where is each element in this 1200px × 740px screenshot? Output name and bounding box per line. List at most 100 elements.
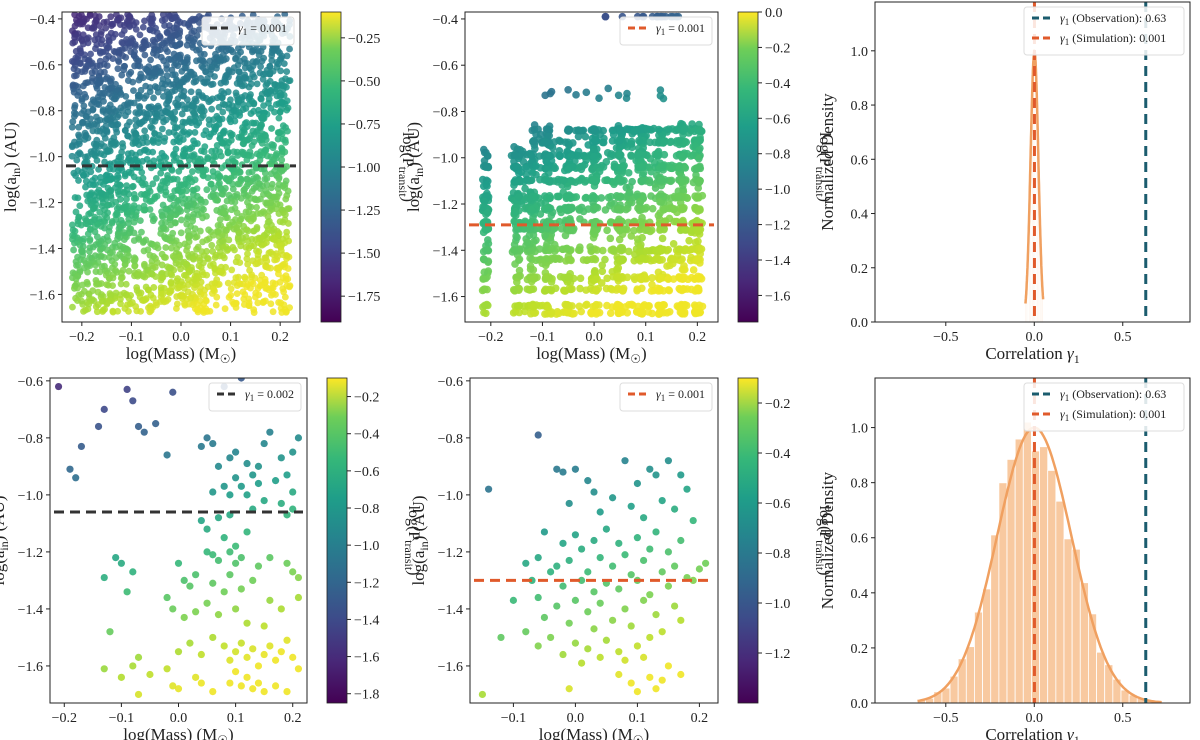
scatter-point xyxy=(193,46,200,54)
scatter-point xyxy=(534,642,542,650)
scatter-point xyxy=(193,192,201,200)
scatter-point xyxy=(624,169,633,177)
scatter-point xyxy=(226,679,234,687)
scatter-point xyxy=(681,164,690,172)
scatter-point xyxy=(590,625,598,633)
scatter-point xyxy=(169,605,177,613)
scatter-point xyxy=(179,129,186,137)
scatter-point xyxy=(606,309,615,317)
scatter-point xyxy=(615,648,623,656)
scatter-point xyxy=(158,149,166,157)
scatter-point xyxy=(120,289,128,297)
scatter-point xyxy=(266,62,274,70)
y-tick-label: 0.0 xyxy=(851,316,869,331)
scatter-point xyxy=(149,36,157,44)
x-tick-label: −0.1 xyxy=(501,711,526,726)
scatter-point xyxy=(590,152,598,161)
scatter-point xyxy=(85,300,93,308)
scatter-point xyxy=(174,186,182,194)
colorbar-tick-label: −0.4 xyxy=(765,77,790,92)
scatter-point xyxy=(688,245,697,253)
colorbar-tick-label: −1.0 xyxy=(765,183,790,198)
scatter-point xyxy=(196,227,204,235)
scatter-point xyxy=(584,477,592,485)
scatter-point xyxy=(68,57,76,65)
scatter-point xyxy=(658,676,666,684)
scatter-point xyxy=(275,189,283,197)
scatter-point xyxy=(215,120,223,128)
legend: γ1 = 0.001 xyxy=(619,16,713,46)
scatter-point xyxy=(590,227,598,235)
scatter-point xyxy=(200,252,208,259)
scatter-point xyxy=(94,80,102,88)
scatter-point xyxy=(214,514,223,522)
scatter-point xyxy=(596,653,604,661)
scatter-point xyxy=(217,152,225,160)
y-tick-label: 0.2 xyxy=(851,642,869,657)
scatter-point xyxy=(68,152,76,160)
scatter-point xyxy=(671,602,679,610)
scatter-point xyxy=(86,244,94,251)
scatter-point xyxy=(584,645,592,653)
scatter-point xyxy=(695,154,703,163)
scatter-point xyxy=(284,127,291,135)
scatter-point xyxy=(646,465,654,473)
scatter-point xyxy=(116,181,124,189)
scatter-point xyxy=(135,234,142,241)
scatter-point xyxy=(519,157,528,166)
scatter-point xyxy=(277,247,285,254)
scatter-point xyxy=(515,255,524,264)
scatter-point xyxy=(123,385,131,394)
scatter-point xyxy=(101,240,109,248)
scatter-point xyxy=(185,118,193,125)
scatter-point xyxy=(76,59,84,67)
scatter-point xyxy=(250,214,257,221)
scatter-point xyxy=(576,243,584,251)
scatter-point xyxy=(240,140,248,148)
scatter-point xyxy=(106,223,113,231)
scatter-point xyxy=(575,205,583,213)
scatter-point xyxy=(97,140,105,148)
scatter-point xyxy=(603,176,611,185)
scatter-point xyxy=(269,308,277,316)
scatter-point xyxy=(559,468,567,476)
scatter-point xyxy=(277,605,285,613)
scatter-point xyxy=(483,191,492,200)
scatter-point xyxy=(152,420,160,428)
scatter-point xyxy=(616,244,625,252)
scatter-point xyxy=(249,645,257,653)
y-tick-label: 0.4 xyxy=(851,587,869,602)
scatter-point xyxy=(485,485,493,493)
scatter-point xyxy=(189,301,197,309)
scatter-point xyxy=(176,253,184,261)
colorbar-tick-label: −1.2 xyxy=(354,576,379,591)
scatter-point xyxy=(114,65,122,73)
legend: γ1 = 0.002 xyxy=(208,382,302,412)
scatter-point xyxy=(609,245,617,254)
scatter-point xyxy=(687,253,695,262)
scatter-point xyxy=(565,556,573,565)
y-tick-label: 0.8 xyxy=(851,99,869,114)
scatter-point xyxy=(163,61,170,69)
scatter-point xyxy=(652,685,660,693)
scatter-point xyxy=(271,656,280,664)
y-tick-label: −1.2 xyxy=(433,198,458,213)
scatter-point xyxy=(149,49,157,57)
y-tick-label: −1.6 xyxy=(438,660,463,675)
scatter-point xyxy=(214,221,222,229)
scatter-point xyxy=(109,274,117,282)
scatter-point xyxy=(170,175,178,183)
scatter-point xyxy=(237,482,245,490)
scatter-point xyxy=(172,54,180,62)
y-tick-label: −1.6 xyxy=(18,660,43,675)
scatter-point xyxy=(691,308,700,316)
scatter-point xyxy=(188,29,196,37)
scatter-point xyxy=(146,670,154,679)
scatter-point xyxy=(250,119,258,127)
x-tick-label: 0.2 xyxy=(689,330,707,345)
scatter-point xyxy=(602,636,611,644)
scatter-point xyxy=(634,152,642,160)
scatter-point xyxy=(94,422,103,431)
scatter-point xyxy=(266,642,274,650)
scatter-point xyxy=(114,232,122,239)
